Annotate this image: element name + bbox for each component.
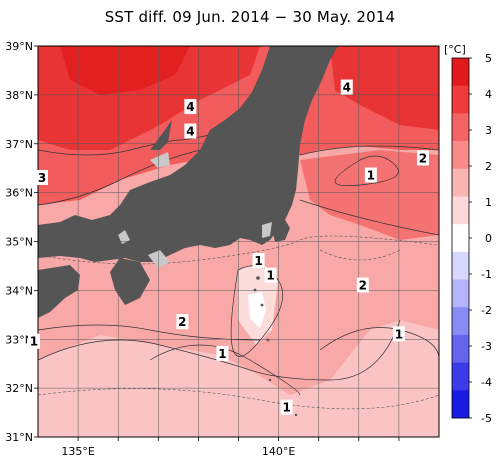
contour-label-text: 1 [395, 327, 403, 341]
colorbar-band [452, 362, 469, 391]
colorbar-tick-label: 2 [485, 160, 492, 173]
latitude-label: 32°N [5, 382, 33, 395]
contour-label-box [36, 169, 49, 185]
contour-lines-dashed [38, 235, 439, 410]
colorbar: [°C] 5 4 3 2 1 0 -1 -2 -3 -4 -5 [444, 43, 492, 425]
land-shikoku [38, 265, 80, 318]
contour-label-box [184, 99, 197, 115]
contour-label: 1 [280, 399, 293, 415]
contour-label-text: 4 [186, 100, 194, 114]
contour-label-box [416, 150, 429, 166]
colorbar-band [452, 168, 469, 197]
contour-label: 3 [36, 169, 49, 185]
contour-label-text: 1 [30, 335, 38, 349]
latitude-label: 34°N [5, 284, 33, 297]
latitude-label: 31°N [5, 431, 33, 444]
longitude-labels: 135°E 140°E [61, 437, 400, 458]
land-noto [150, 120, 172, 150]
colorbar-tick-label: 0 [485, 232, 492, 245]
contour-label: 1 [216, 345, 229, 361]
colorbar-band [452, 141, 469, 170]
contour-label-box [176, 314, 189, 330]
contour-label-box [264, 267, 277, 283]
contour-label-box [216, 345, 229, 361]
contour-label: 1 [252, 253, 265, 269]
contour-label: 1 [364, 167, 377, 183]
colorbar-tick-label: -2 [481, 304, 492, 317]
sea-field-off-kanto [300, 150, 439, 240]
latitude-labels: 39°N 38°N 37°N 36°N 35°N 34°N 33°N 32°N 31°N [5, 40, 38, 444]
colorbar-band [452, 58, 469, 86]
colorbar-bands [452, 58, 469, 419]
contour-label: 2 [176, 314, 189, 330]
contour-label-box [252, 253, 265, 269]
colorbar-tick-label: -4 [481, 376, 492, 389]
map-title: SST diff. 09 Jun. 2014 − 30 May. 2014 [104, 8, 396, 26]
colorbar-band [452, 196, 469, 225]
latitude-label: 39°N [5, 40, 33, 53]
contour-label: 4 [184, 123, 197, 139]
contour-label-box [340, 79, 353, 95]
latitude-label: 33°N [5, 333, 33, 346]
contour-label: 1 [27, 333, 40, 349]
contour-label: 1 [392, 326, 405, 342]
latitude-label: 37°N [5, 138, 33, 151]
latitude-label: 35°N [5, 236, 33, 249]
land-honshu [38, 46, 338, 262]
contour-label: 2 [416, 150, 429, 166]
contour-label-box [184, 123, 197, 139]
latitude-label: 38°N [5, 89, 33, 102]
colorbar-tick-label: -5 [481, 412, 492, 425]
contour-label: 2 [356, 277, 369, 293]
graticule [38, 46, 439, 437]
colorbar-band [452, 279, 469, 308]
colorbar-band [452, 251, 469, 280]
contour-label-text: 1 [254, 254, 262, 268]
longitude-label: 140°E [262, 445, 295, 458]
contour-label-box [364, 167, 377, 183]
colorbar-band [452, 113, 469, 142]
colorbar-band [452, 307, 469, 336]
colorbar-band [452, 85, 469, 114]
land-kii [110, 258, 150, 305]
sea-field-izu-core [248, 292, 266, 328]
colorbar-tick-label: -1 [481, 268, 492, 281]
colorbar-band [452, 334, 469, 363]
colorbar-tick-label: 1 [485, 196, 492, 209]
contour-label-text: 1 [282, 401, 290, 415]
contour-label-text: 1 [218, 347, 226, 361]
contour-label-box [392, 326, 405, 342]
colorbar-unit: [°C] [444, 43, 466, 56]
colorbar-ticks: 5 4 3 2 1 0 -1 -2 -3 -4 -5 [469, 52, 492, 425]
contour-label-box [27, 333, 40, 349]
contour-label: 4 [184, 99, 197, 115]
contour-label-text: 4 [343, 81, 351, 95]
colorbar-tick-label: 3 [485, 124, 492, 137]
longitude-label: 135°E [61, 445, 94, 458]
contour-label-text: 1 [266, 269, 274, 283]
contour-label-text: 3 [38, 171, 46, 185]
colorbar-tick-label: 4 [485, 88, 492, 101]
contour-label-box [280, 399, 293, 415]
contour-label-text: 1 [367, 169, 375, 183]
sea-field-japan-sea-peak [60, 46, 190, 95]
lakes-and-bays [118, 152, 272, 268]
contour-label-text: 2 [419, 151, 427, 165]
colorbar-band [452, 224, 469, 253]
land-chiba [270, 215, 290, 242]
latitude-label: 36°N [5, 187, 33, 200]
contour-label-text: 4 [186, 125, 194, 139]
izu-islands [253, 276, 298, 417]
contour-label: 4 [340, 79, 353, 95]
colorbar-tick-label: -3 [481, 340, 492, 353]
contour-label: 1 [264, 267, 277, 283]
sea-field-sanriku [330, 46, 439, 130]
colorbar-tick-label: 5 [485, 52, 492, 65]
contour-label-box [356, 277, 369, 293]
contour-label-text: 2 [178, 315, 186, 329]
colorbar-band [452, 390, 469, 419]
contour-label-text: 2 [359, 278, 367, 292]
